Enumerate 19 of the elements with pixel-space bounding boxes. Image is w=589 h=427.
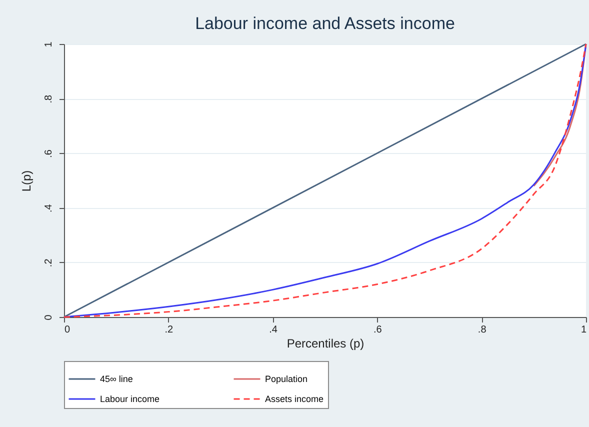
y-tick-label: .4 [44,204,54,212]
legend-label: Assets income [265,394,324,404]
y-tick-label: .2 [44,258,54,268]
y-tick-label: 1 [44,41,54,48]
x-tick-label: 1 [580,324,587,336]
x-tick-label: .6 [374,324,382,336]
y-tick-label: .6 [44,149,54,158]
y-tick-label: 0 [44,314,54,320]
x-axis-title: Percentiles (p) [286,336,364,350]
legend-label: Population [265,374,308,384]
x-tick-label: .8 [478,324,487,336]
legend-label: Labour income [100,394,160,404]
x-tick-label: .4 [269,324,278,336]
legend-label: 45∞ line [100,374,133,384]
chart-title: Labour income and Assets income [195,14,455,34]
y-tick-label: .8 [44,94,54,104]
x-tick-label: .2 [164,324,174,336]
y-axis-title: L(p) [20,170,34,192]
x-tick-label: 0 [64,324,70,336]
